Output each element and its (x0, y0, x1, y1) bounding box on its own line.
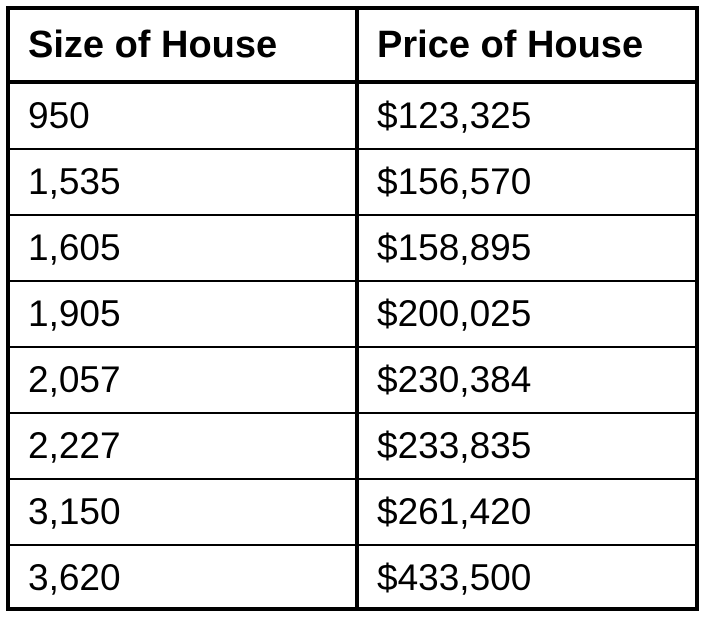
price-cell: $200,025 (356, 280, 695, 348)
table-row: 3,150 $261,420 (10, 478, 695, 546)
size-cell: 1,535 (10, 148, 359, 216)
price-cell: $233,835 (356, 412, 695, 480)
price-cell: $123,325 (356, 81, 695, 150)
table-row: 1,905 $200,025 (10, 280, 695, 348)
table-row: 1,535 $156,570 (10, 148, 695, 216)
price-cell: $230,384 (356, 346, 695, 414)
size-cell: 2,227 (10, 412, 359, 480)
price-cell: $433,500 (356, 544, 695, 610)
header-price-of-house: Price of House (356, 10, 695, 84)
size-cell: 2,057 (10, 346, 359, 414)
size-cell: 1,905 (10, 280, 359, 348)
house-table-container: Size of House Price of House 950 $123,32… (6, 6, 699, 611)
size-cell: 1,605 (10, 214, 359, 282)
size-cell: 950 (10, 81, 359, 150)
table-row: 1,605 $158,895 (10, 214, 695, 282)
table-header-row: Size of House Price of House (10, 10, 695, 84)
price-cell: $158,895 (356, 214, 695, 282)
header-size-of-house: Size of House (10, 10, 359, 84)
size-cell: 3,620 (10, 544, 359, 610)
price-cell: $261,420 (356, 478, 695, 546)
price-cell: $156,570 (356, 148, 695, 216)
table-row: 950 $123,325 (10, 81, 695, 150)
size-cell: 3,150 (10, 478, 359, 546)
table-row: 2,057 $230,384 (10, 346, 695, 414)
house-size-price-table: Size of House Price of House 950 $123,32… (10, 10, 695, 610)
table-row: 2,227 $233,835 (10, 412, 695, 480)
table-row: 3,620 $433,500 (10, 544, 695, 610)
